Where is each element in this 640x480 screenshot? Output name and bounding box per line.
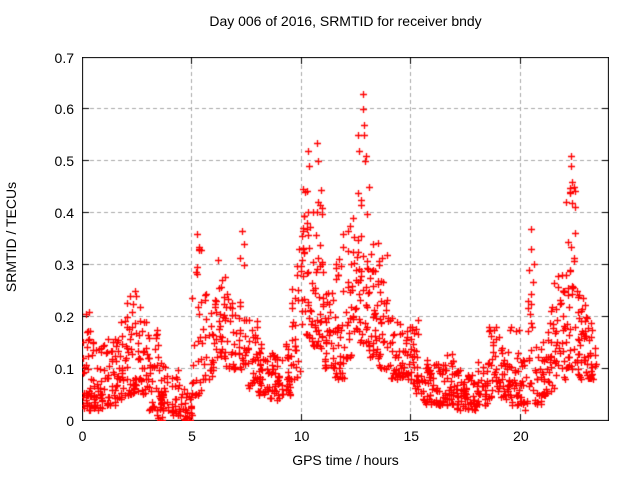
x-tick-label: 5 <box>188 428 196 444</box>
x-tick-label: 10 <box>293 428 310 444</box>
y-axis-label: SRMTID / TECUs <box>3 181 19 293</box>
scatter-plot-canvas <box>82 57 609 421</box>
y-tick-label: 0.2 <box>54 308 74 325</box>
y-tick-label: 0.7 <box>54 49 74 66</box>
x-tick-label: 20 <box>513 428 529 444</box>
y-tick-label: 0.3 <box>54 256 74 273</box>
x-axis-label: GPS time / hours <box>292 452 399 468</box>
y-tick-label: 0.4 <box>54 205 74 222</box>
y-tick-label: 0.5 <box>54 153 74 170</box>
x-tick-label: 15 <box>403 428 420 444</box>
y-tick-label: 0.6 <box>54 101 74 118</box>
chart-title: Day 006 of 2016, SRMTID for receiver bnd… <box>209 13 482 29</box>
y-tick-label: 0.1 <box>54 360 74 377</box>
x-tick-label: 0 <box>78 428 87 444</box>
y-tick-label: 0 <box>66 412 74 429</box>
